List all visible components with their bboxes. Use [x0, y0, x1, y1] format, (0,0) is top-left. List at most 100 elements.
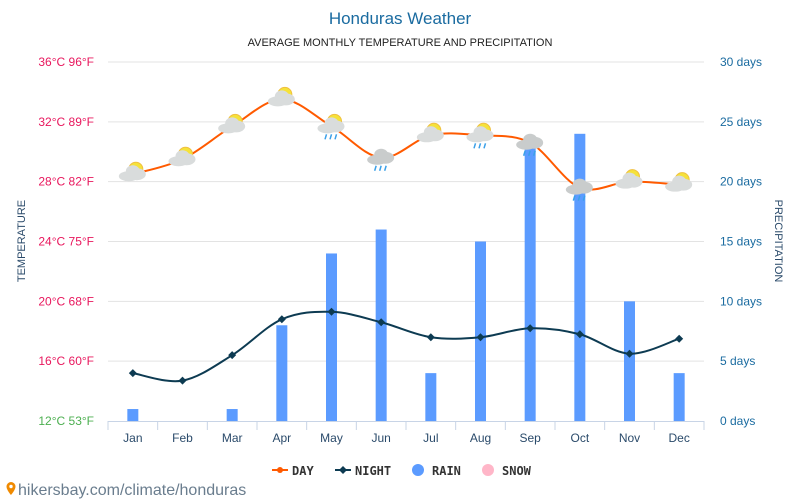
raindrop-icon	[527, 150, 531, 156]
night-line	[132, 310, 680, 383]
night-point	[128, 369, 137, 378]
footer-url: hikersbay.com/climate/honduras	[18, 482, 246, 499]
raindrop-icon	[532, 150, 536, 156]
night-point	[526, 324, 535, 333]
night-point	[228, 351, 237, 360]
night-point	[675, 334, 684, 343]
right-tick-label: 5 days	[720, 354, 755, 368]
partly-cloudy-icon	[416, 122, 444, 143]
night-point	[575, 330, 584, 339]
x-tick-label: Jul	[423, 431, 438, 445]
partly-cloudy-icon	[118, 161, 146, 182]
left-tick-label: 12°C 53°F	[38, 414, 94, 428]
rain-bar	[475, 241, 486, 421]
cloud-icon	[274, 90, 289, 103]
raindrop-icon	[329, 134, 333, 140]
partly-cloudy-rain-icon	[317, 113, 345, 140]
left-tick-label: 24°C 75°F	[38, 235, 94, 249]
right-axis-label: PRECIPITATION	[772, 200, 784, 283]
legend-marker	[339, 466, 347, 474]
rain-bar	[326, 253, 337, 421]
rain-bar	[226, 409, 238, 421]
legend-item-rain: RAIN	[412, 464, 461, 478]
cloud-icon	[125, 165, 140, 178]
legend-marker	[482, 464, 494, 476]
right-tick-label: 30 days	[720, 55, 762, 69]
rain-bar	[624, 301, 635, 421]
rain-cloud-icon	[516, 133, 544, 156]
x-tick-label: Aug	[470, 431, 491, 445]
right-tick-label: 15 days	[720, 235, 762, 249]
footer: hikersbay.com/climate/honduras	[6, 482, 246, 499]
cloud-icon	[523, 133, 538, 146]
left-tick-label: 28°C 82°F	[38, 175, 94, 189]
raindrop-icon	[473, 143, 477, 149]
partly-cloudy-rain-icon	[466, 122, 494, 149]
cloud-icon	[225, 117, 240, 130]
legend-item-day: DAY	[272, 464, 314, 478]
cloud-icon	[572, 178, 587, 191]
partly-cloudy-icon	[218, 113, 246, 134]
right-tick-label: 20 days	[720, 175, 762, 189]
rain-cloud-icon	[367, 148, 395, 171]
cloud-icon	[175, 150, 190, 163]
rain-bar	[574, 133, 586, 422]
x-tick-label: Jun	[371, 431, 390, 445]
legend-marker	[412, 464, 424, 476]
raindrop-icon	[582, 195, 586, 201]
raindrop-icon	[324, 134, 328, 140]
rain-cloud-icon	[565, 178, 593, 201]
cloud-icon	[622, 172, 637, 185]
legend-marker	[277, 467, 283, 473]
cloud-icon	[423, 126, 438, 139]
raindrop-icon	[334, 134, 338, 140]
legend-label: SNOW	[502, 464, 532, 478]
legend-item-snow: SNOW	[482, 464, 532, 478]
partly-cloudy-icon	[665, 172, 693, 192]
left-tick-label: 16°C 60°F	[38, 354, 94, 368]
raindrop-icon	[373, 165, 377, 171]
raindrop-icon	[478, 143, 482, 149]
raindrop-icon	[572, 195, 576, 201]
day-line	[132, 98, 680, 191]
raindrop-icon	[378, 165, 382, 171]
left-tick-label: 36°C 96°F	[38, 55, 94, 69]
night-point	[377, 318, 386, 327]
legend-label: NIGHT	[355, 464, 391, 478]
night-point	[426, 333, 435, 342]
chart-title: Honduras Weather	[329, 9, 472, 28]
legend-item-night: NIGHT	[335, 464, 391, 478]
right-tick-label: 10 days	[720, 294, 762, 308]
x-tick-label: Jan	[123, 431, 142, 445]
cloud-icon	[324, 117, 339, 130]
left-tick-label: 20°C 68°F	[38, 294, 94, 308]
cloud-icon	[473, 126, 488, 139]
rain-bar	[524, 145, 536, 421]
x-tick-label: Oct	[570, 431, 589, 445]
raindrop-icon	[522, 150, 526, 156]
rain-bar	[673, 373, 685, 421]
raindrop-icon	[483, 143, 487, 149]
cloud-icon	[672, 175, 687, 188]
night-point	[277, 315, 286, 324]
legend-label: RAIN	[432, 464, 461, 478]
legend-label: DAY	[292, 464, 314, 478]
partly-cloudy-icon	[267, 86, 295, 107]
chart-subtitle: AVERAGE MONTHLY TEMPERATURE AND PRECIPIT…	[248, 37, 553, 49]
x-tick-label: Nov	[619, 431, 640, 445]
x-tick-label: May	[320, 431, 343, 445]
rain-bar	[276, 325, 288, 421]
raindrop-icon	[383, 165, 387, 171]
x-tick-label: Dec	[668, 431, 689, 445]
cloud-icon	[374, 148, 389, 161]
map-pin-icon	[6, 482, 16, 495]
night-point	[327, 307, 336, 316]
right-tick-label: 0 days	[720, 414, 755, 428]
raindrop-icon	[577, 195, 581, 201]
right-tick-label: 25 days	[720, 115, 762, 129]
partly-cloudy-icon	[168, 146, 196, 167]
night-point	[625, 349, 634, 358]
night-point	[178, 376, 187, 385]
rain-bar	[127, 409, 139, 421]
